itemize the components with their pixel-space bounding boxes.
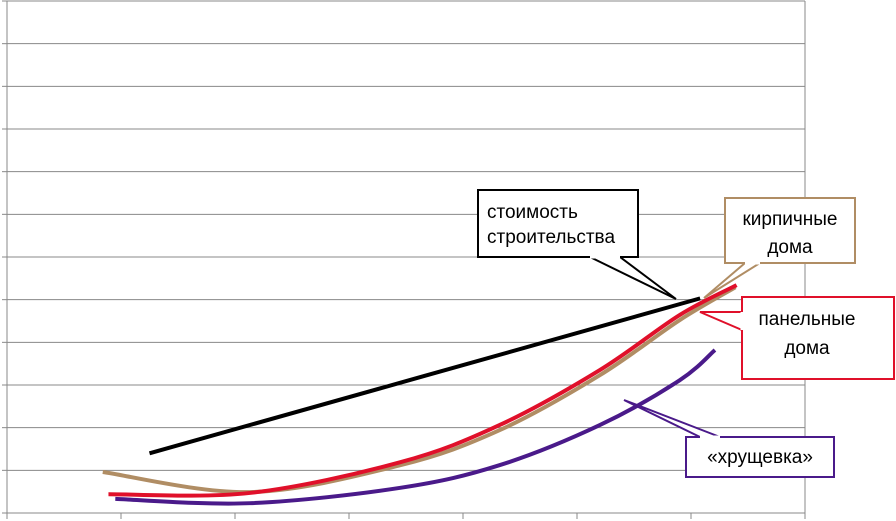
callout-pointer	[589, 256, 677, 300]
callout-text: стоимость	[487, 202, 578, 223]
callout-text: строительства	[487, 227, 615, 248]
callout-text: панельные	[759, 309, 856, 330]
callout-pointer	[623, 399, 721, 438]
series-line	[148, 296, 701, 456]
callout-box	[741, 296, 895, 380]
callout-pointer	[699, 311, 743, 332]
callout-box	[724, 197, 856, 264]
callout-box	[685, 436, 835, 478]
callout-text: дома	[767, 237, 813, 258]
callout-text: «хрущевка»	[707, 447, 813, 468]
callout-text: кирпичные	[742, 209, 837, 230]
callout-box	[477, 189, 639, 258]
series-line	[115, 348, 717, 506]
series-line	[102, 285, 737, 495]
series-line	[108, 283, 738, 498]
callout-pointer	[703, 262, 764, 299]
callout-text: дома	[784, 338, 830, 359]
